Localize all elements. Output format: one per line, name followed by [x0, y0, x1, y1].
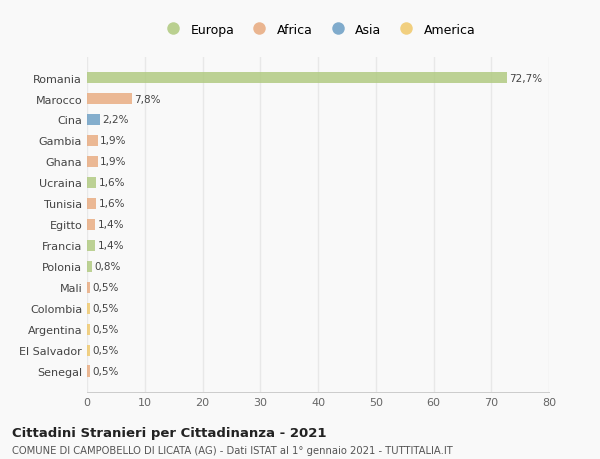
Text: 0,5%: 0,5%	[92, 283, 119, 293]
Bar	[87, 198, 96, 210]
Bar	[87, 73, 507, 84]
Bar	[87, 366, 90, 377]
Text: 0,5%: 0,5%	[92, 346, 119, 356]
Text: 0,5%: 0,5%	[92, 325, 119, 335]
Bar	[87, 114, 100, 126]
Bar	[87, 261, 92, 273]
Bar	[87, 219, 95, 231]
Text: 0,5%: 0,5%	[92, 366, 119, 376]
Text: 1,4%: 1,4%	[97, 220, 124, 230]
Text: 1,9%: 1,9%	[100, 157, 127, 167]
Text: 2,2%: 2,2%	[102, 115, 128, 125]
Bar	[87, 240, 95, 252]
Text: 7,8%: 7,8%	[134, 94, 161, 104]
Text: 1,6%: 1,6%	[98, 199, 125, 209]
Bar	[87, 177, 96, 189]
Text: COMUNE DI CAMPOBELLO DI LICATA (AG) - Dati ISTAT al 1° gennaio 2021 - TUTTITALIA: COMUNE DI CAMPOBELLO DI LICATA (AG) - Da…	[12, 445, 453, 455]
Bar	[87, 324, 90, 336]
Text: 72,7%: 72,7%	[509, 73, 542, 84]
Text: 1,9%: 1,9%	[100, 136, 127, 146]
Bar	[87, 135, 98, 147]
Legend: Europa, Africa, Asia, America: Europa, Africa, Asia, America	[157, 20, 479, 40]
Bar	[87, 345, 90, 356]
Text: 0,5%: 0,5%	[92, 304, 119, 313]
Text: 1,4%: 1,4%	[97, 241, 124, 251]
Bar	[87, 303, 90, 314]
Bar	[87, 282, 90, 293]
Bar	[87, 157, 98, 168]
Text: 0,8%: 0,8%	[94, 262, 121, 272]
Bar	[87, 94, 132, 105]
Text: 1,6%: 1,6%	[98, 178, 125, 188]
Text: Cittadini Stranieri per Cittadinanza - 2021: Cittadini Stranieri per Cittadinanza - 2…	[12, 426, 326, 439]
